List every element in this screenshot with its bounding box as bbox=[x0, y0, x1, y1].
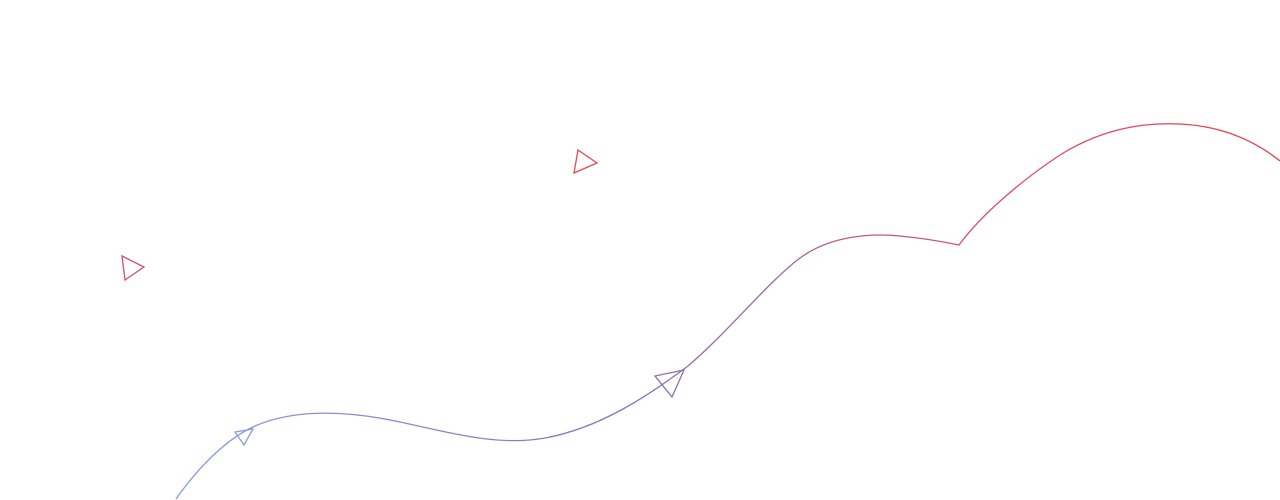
arrow-small bbox=[233, 428, 255, 447]
flight-path bbox=[175, 123, 1280, 500]
arrow-mid bbox=[653, 369, 686, 399]
arrow-floating-left bbox=[121, 254, 146, 282]
arrow-floating-top bbox=[573, 148, 599, 175]
